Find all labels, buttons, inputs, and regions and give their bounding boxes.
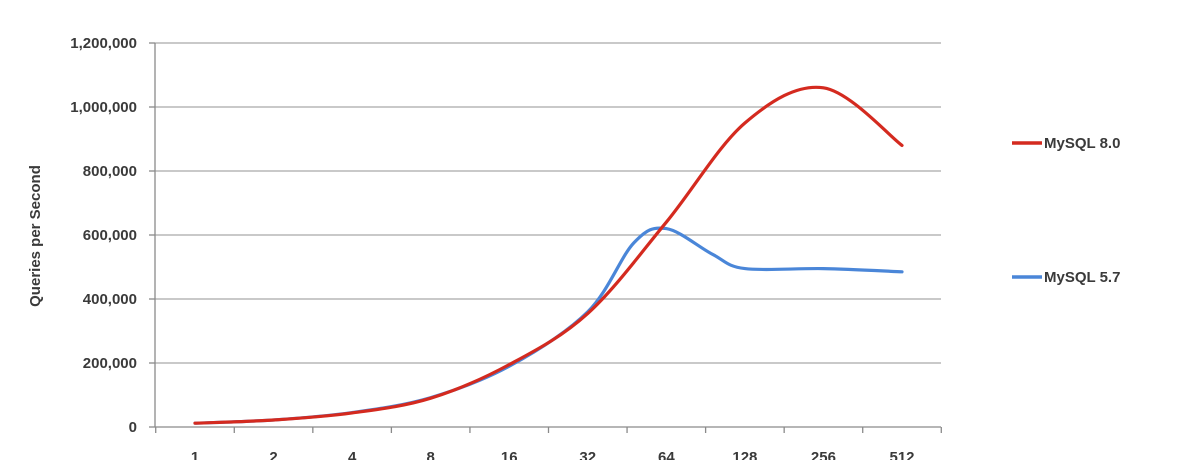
series-lines (193, 85, 904, 425)
x-tick-label: 256 (811, 449, 836, 460)
series-line-mysql-8-0 (193, 85, 904, 425)
axes (149, 42, 942, 433)
x-tick-labels: 1 2 4 8 16 32 64 128 256 512 (191, 449, 915, 460)
y-tick-label: 800,000 (83, 163, 137, 180)
x-tick-label: 16 (501, 449, 518, 460)
x-tick-label: 4 (348, 449, 357, 460)
x-tick-label: 1 (191, 449, 199, 460)
x-tick-label: 64 (658, 449, 675, 460)
x-tick-label: 32 (579, 449, 596, 460)
y-tick-label: 200,000 (83, 355, 137, 372)
legend-label-mysql-5-7: MySQL 5.7 (1044, 269, 1120, 286)
y-tick-label: 1,200,000 (70, 35, 137, 52)
x-tick-label: 8 (426, 449, 434, 460)
y-tick-label: 600,000 (83, 227, 137, 244)
x-tick-label: 128 (732, 449, 757, 460)
x-tick-label: 2 (269, 449, 277, 460)
y-axis-title: Queries per Second (27, 165, 44, 307)
x-tick-label: 512 (889, 449, 914, 460)
y-tick-label: 1,000,000 (70, 99, 137, 116)
y-tick-labels: 0 200,000 400,000 600,000 800,000 1,000,000 1,… (70, 35, 137, 436)
legend: MySQL 8.0 MySQL 5.7 (1012, 135, 1120, 286)
legend-label-mysql-8-0: MySQL 8.0 (1044, 135, 1120, 152)
gridlines (155, 42, 941, 364)
y-tick-label: 400,000 (83, 291, 137, 308)
y-tick-label: 0 (129, 419, 137, 436)
series-line-mysql-5-7 (193, 226, 904, 425)
